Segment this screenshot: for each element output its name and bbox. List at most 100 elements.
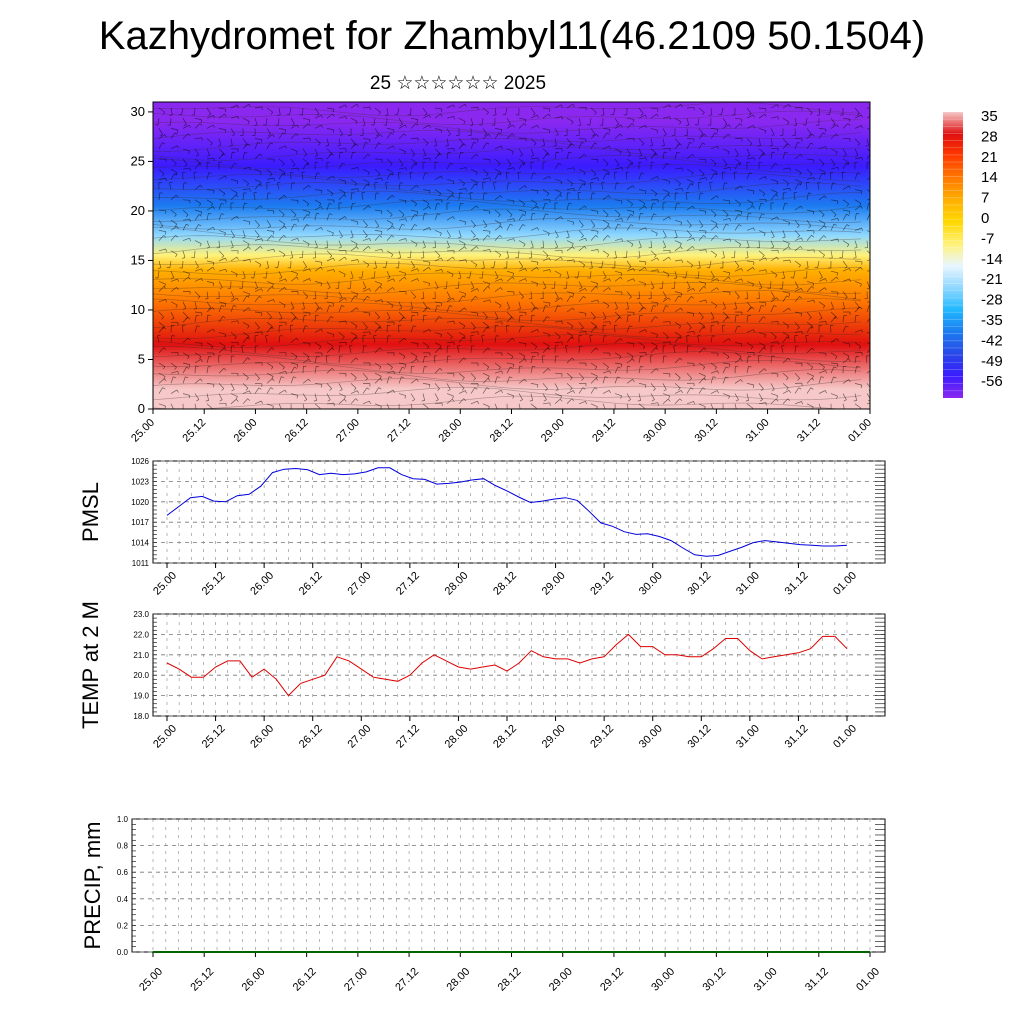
wind-barb-flag: [441, 269, 443, 273]
wind-barb-flag: [702, 112, 705, 116]
wind-barb-flag: [273, 231, 275, 235]
wind-barb: [398, 362, 406, 365]
wind-barb-flag: [217, 144, 222, 147]
wind-barb: [734, 148, 739, 156]
wind-barb: [686, 230, 692, 236]
wind-barb-flag: [332, 232, 334, 236]
wind-barb-flag: [844, 266, 848, 269]
contour-lines: [153, 102, 862, 409]
wind-barb-flag: [644, 205, 647, 209]
x-tick-label: 28.00: [436, 417, 464, 445]
x-tick-label: 27.00: [342, 966, 370, 994]
contour-line: [153, 217, 862, 231]
wind-barb: [566, 179, 573, 184]
wind-barb-flag: [644, 283, 646, 287]
wind-barb: [686, 219, 692, 226]
wind-barb-flag: [856, 212, 860, 215]
wind-barb-flag: [282, 132, 286, 135]
wind-barb-flag: [163, 347, 167, 350]
wind-barb-flag: [176, 129, 179, 133]
wind-barb: [794, 168, 802, 173]
wind-barb: [230, 216, 237, 221]
wind-barb-flag: [165, 178, 167, 182]
wind-barb: [854, 125, 862, 129]
wind-barb-flag: [748, 307, 752, 310]
wind-barb: [302, 352, 310, 357]
wind-barb-flag: [796, 327, 800, 330]
wind-barb: [842, 117, 850, 120]
wind-barb: [866, 332, 870, 334]
wind-barb: [182, 133, 189, 139]
wind-barb: [434, 107, 442, 110]
x-tick-label: 26.00: [248, 723, 276, 751]
wind-barb: [806, 107, 813, 113]
wind-barb: [494, 225, 501, 231]
wind-barb: [662, 320, 670, 323]
wind-barb: [782, 246, 789, 252]
x-tick-label: 30.00: [637, 723, 665, 751]
wind-barb: [806, 192, 809, 200]
wind-barb: [386, 376, 390, 384]
wind-barb-flag: [668, 297, 671, 301]
wind-barb: [530, 281, 538, 284]
wind-barb: [854, 403, 861, 409]
wind-barb-flag: [545, 305, 549, 307]
wind-barb-flag: [717, 370, 719, 374]
wind-barb: [194, 163, 200, 170]
wind-barb-flag: [282, 214, 285, 218]
wind-barb: [458, 230, 462, 238]
wind-barb: [614, 311, 621, 318]
wind-barb: [842, 123, 849, 129]
wind-barb: [710, 209, 717, 215]
wind-barb: [362, 183, 368, 190]
wind-barb-flag: [437, 213, 441, 216]
wind-barb-flag: [555, 297, 559, 300]
wind-barb: [482, 281, 490, 285]
wind-barb-flag: [740, 358, 743, 362]
wind-barb: [386, 250, 394, 255]
wind-barb: [314, 250, 317, 258]
wind-barb: [650, 316, 656, 323]
wind-barb: [566, 246, 573, 252]
wind-barb-flag: [848, 358, 851, 362]
wind-barb: [565, 345, 568, 353]
wind-barb: [638, 138, 645, 144]
wind-barb-flag: [399, 123, 403, 127]
wind-barb-flag: [162, 326, 165, 330]
wind-barb-flag: [316, 113, 320, 116]
wind-barb-flag: [728, 276, 731, 280]
wind-barb: [662, 163, 667, 170]
x-tick-label: 29.12: [588, 570, 616, 598]
wind-barb: [518, 148, 523, 155]
wind-barb-flag: [644, 267, 647, 270]
wind-barb: [266, 134, 273, 139]
wind-barb-flag: [776, 395, 779, 399]
wind-barb: [542, 316, 548, 323]
precip-panel: 0.00.20.40.60.81.025.00 25.12 26.00 26.12 27…: [80, 815, 886, 994]
wind-barb: [794, 107, 803, 109]
wind-barb-flag: [716, 287, 719, 291]
wind-barb-flag: [294, 366, 298, 369]
wind-barb: [626, 260, 632, 267]
x-tick-label: 27.00: [334, 417, 362, 445]
wind-barb: [650, 257, 658, 262]
wind-barb: [709, 182, 712, 190]
wind-barb: [494, 209, 501, 215]
wind-barb: [650, 383, 656, 390]
wind-barb-flag: [812, 283, 815, 287]
wind-barb: [758, 281, 763, 288]
wind-barb: [614, 238, 622, 241]
wind-barb: [674, 104, 682, 109]
wind-barb: [686, 237, 694, 241]
wind-barb: [782, 240, 790, 244]
wind-barb-flag: [435, 399, 439, 402]
wind-barb: [686, 287, 694, 292]
wind-barb: [686, 154, 693, 160]
wind-barb: [326, 368, 333, 374]
wind-barb-flag: [762, 255, 765, 258]
wind-barb: [266, 347, 272, 354]
wind-barb: [374, 347, 381, 354]
colorbar-label: -42: [981, 332, 1003, 349]
wind-barb: [218, 393, 223, 400]
wind-barb: [385, 182, 388, 190]
